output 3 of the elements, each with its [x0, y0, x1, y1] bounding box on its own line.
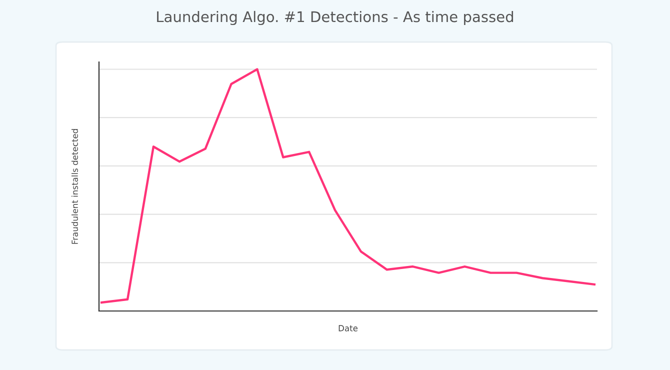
chart-title: Laundering Algo. #1 Detections - As time passed: [157, 10, 514, 26]
x-axis-title: Date: [338, 325, 358, 332]
y-axis-title: Fraudulent installs detected: [71, 129, 78, 244]
